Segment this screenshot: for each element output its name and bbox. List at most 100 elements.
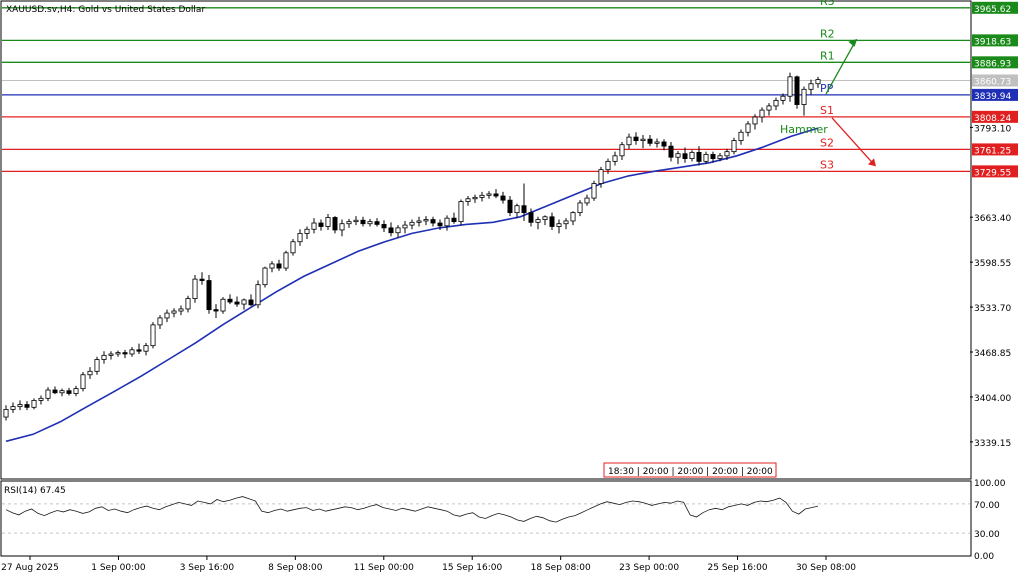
price-axis-label: 3533.70 [974,304,1011,314]
candle [234,296,240,307]
candle [682,147,688,163]
candle [640,135,646,149]
candle [129,347,135,357]
candle [115,350,121,357]
candle [248,294,254,307]
candle [45,387,51,402]
candle-body [682,153,688,159]
pivot-price-tag-s3 [972,165,1018,178]
price-axis-label: 3404.00 [974,394,1011,404]
candle-body [171,310,177,314]
time-axis-label: 1 Sep 00:00 [91,563,146,573]
candle [626,133,632,149]
candle-body [633,136,639,141]
candle [283,250,289,271]
price-axis-label: 3663.40 [974,214,1011,224]
candle-body [444,217,450,227]
time-axis-label: 23 Sep 00:00 [619,563,679,573]
candle [269,261,275,273]
pivot-label-s2: S2 [820,136,834,149]
candle [402,220,408,234]
candle-body [738,131,744,141]
candle-body [101,354,107,360]
candle [339,219,345,237]
pivot-price-tag-r1 [972,56,1018,69]
candle-body [332,217,338,231]
candle-body [115,352,121,355]
candle-body [45,389,51,399]
candle-body [675,153,681,158]
candle [213,304,219,318]
candle [458,199,464,226]
candle-body [304,228,310,234]
candle-body [598,169,604,184]
candle-body [654,141,660,144]
candle-body [388,227,394,234]
candle [164,309,170,323]
pivot-label-r2: R2 [820,27,835,40]
candle [535,216,541,230]
candle-body [619,144,625,157]
candle [136,343,142,354]
candle-body [234,301,240,305]
candle [304,226,310,239]
candle [598,166,604,188]
price-axis-label: 3468.85 [974,349,1011,359]
pivot-label-s3: S3 [820,158,834,171]
candle [472,194,478,203]
candle [220,297,226,314]
time-axis-label: 8 Sep 08:00 [268,563,323,573]
candle [808,79,814,95]
candle [367,218,373,227]
candle-body [647,138,653,144]
candle-body [430,219,436,224]
candle [479,191,485,202]
pivot-price-value-pp: 3839.94 [974,92,1011,102]
candle-body [416,220,422,223]
symbol-title: XAUUSD.sv,H4: Gold vs United States Doll… [6,5,205,15]
candle [276,259,282,271]
candle-body [325,217,331,227]
pivot-price-tag-s1 [972,110,1018,123]
candle-body [353,219,359,223]
bullish-arrow-line [825,40,857,95]
candle [661,139,667,151]
candle-body [374,221,380,225]
candle-body [745,123,751,133]
candle-body [535,219,541,223]
rsi-indicator: 100.00 70.00 30.00 0.00 [2,479,1006,562]
candle [731,137,737,155]
candle [255,280,261,309]
candle [87,367,93,379]
session-labels-box [603,462,777,478]
candle-body [381,224,387,229]
candle-body [696,151,702,162]
candle [710,151,716,163]
candle [486,191,492,199]
candle [416,216,422,227]
candle-body [80,374,86,390]
candle [577,200,583,217]
candle [528,208,534,227]
candle-body [668,145,674,158]
candle-body [710,154,716,159]
candle-body [717,155,723,159]
price-axis-label: 3598.55 [974,259,1011,269]
candle-body [164,312,170,319]
candle [430,216,436,227]
candle [654,138,660,148]
candle-body [402,224,408,229]
candle-body [514,205,520,214]
candle-body [479,194,485,198]
candle [353,216,359,226]
candle [388,222,394,237]
candle-body [206,280,212,311]
pivot-price-value-s2: 3761.25 [974,146,1011,156]
candle-body [486,193,492,196]
pivot-price-value-r2: 3918.63 [974,37,1011,47]
candle [759,107,765,123]
candle [17,400,23,411]
candle [185,295,191,313]
